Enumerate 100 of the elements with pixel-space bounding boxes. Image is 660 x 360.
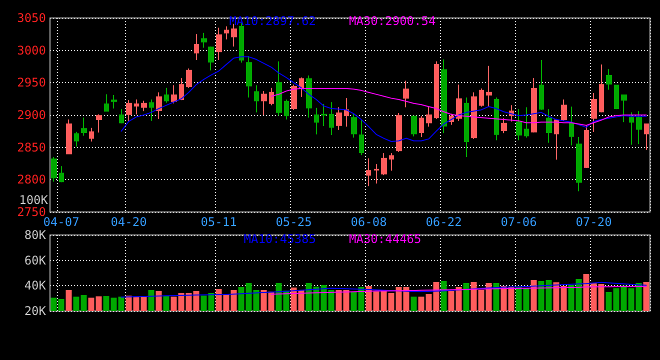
candlestick bbox=[456, 84, 462, 122]
candlestick bbox=[486, 65, 492, 108]
y-tick-label: 2950 bbox=[17, 76, 46, 90]
candlestick bbox=[134, 98, 139, 115]
candlestick bbox=[614, 84, 619, 110]
candlestick bbox=[359, 119, 364, 156]
candlestick bbox=[126, 100, 132, 122]
candlestick bbox=[201, 32, 207, 48]
candlestick bbox=[389, 152, 394, 172]
candlestick bbox=[306, 75, 312, 118]
candlestick bbox=[224, 26, 229, 40]
candlestick bbox=[269, 87, 274, 106]
candlestick bbox=[149, 98, 154, 122]
candlestick bbox=[96, 114, 102, 133]
candlestick bbox=[299, 76, 304, 98]
candlestick bbox=[276, 60, 282, 116]
candlestick bbox=[366, 158, 371, 187]
y-tick-label: 3000 bbox=[17, 43, 46, 58]
y-tick-label: 3050 bbox=[17, 11, 46, 25]
candlestick bbox=[539, 60, 544, 110]
y-tick-label: 80K bbox=[24, 228, 47, 242]
line-series bbox=[120, 56, 647, 142]
line-series bbox=[270, 286, 647, 295]
candlestick bbox=[59, 166, 64, 183]
candlestick bbox=[636, 110, 642, 145]
candlestick bbox=[291, 84, 297, 110]
candlestick bbox=[471, 92, 477, 140]
candlestick bbox=[419, 116, 424, 138]
candlestick bbox=[344, 98, 349, 128]
candlestick bbox=[119, 108, 124, 124]
text: MA10:2897.62 bbox=[229, 14, 316, 28]
candlestick bbox=[576, 136, 582, 192]
candlestick bbox=[208, 46, 214, 71]
candlestick bbox=[314, 107, 319, 135]
x-tick-label: 07-20 bbox=[576, 215, 612, 229]
candlestick bbox=[396, 112, 402, 152]
candlestick bbox=[179, 78, 184, 101]
y-tick-label: 2750 bbox=[17, 205, 46, 219]
x-tick-label: 05-25 bbox=[276, 215, 312, 229]
candlestick bbox=[246, 56, 252, 98]
candlestick bbox=[629, 112, 634, 146]
line-series bbox=[120, 282, 647, 298]
y-tick-label: 60K bbox=[24, 253, 47, 268]
candlestick bbox=[164, 87, 169, 104]
candlestick bbox=[561, 98, 567, 122]
candlestick bbox=[51, 156, 57, 182]
candlestick bbox=[156, 92, 162, 120]
candlestick bbox=[599, 64, 604, 113]
candlestick bbox=[621, 94, 627, 123]
candlestick bbox=[464, 97, 469, 158]
candlestick bbox=[403, 80, 409, 108]
candlestick bbox=[381, 152, 387, 176]
candlestick bbox=[186, 68, 192, 88]
x-tick-label: 06-22 bbox=[426, 215, 462, 229]
candlestick bbox=[194, 34, 199, 61]
candlestick bbox=[254, 84, 259, 113]
candlestick bbox=[284, 98, 289, 120]
candlestick bbox=[591, 92, 597, 132]
candlestick bbox=[569, 106, 574, 146]
candlestick bbox=[426, 105, 432, 128]
x-tick-label: 05-11 bbox=[200, 215, 237, 229]
text: MA10:45385 bbox=[244, 232, 316, 246]
candlestick bbox=[531, 78, 537, 133]
candlestick bbox=[374, 164, 379, 184]
candlestick bbox=[329, 102, 334, 136]
candlestick bbox=[66, 119, 72, 154]
candlestick bbox=[501, 118, 507, 134]
text: MA30:2900.54 bbox=[349, 14, 436, 28]
candlestick bbox=[104, 94, 109, 112]
y-tick-label: 2850 bbox=[17, 140, 46, 154]
candlestick bbox=[584, 124, 589, 169]
candlestick bbox=[74, 131, 79, 148]
candlestick bbox=[321, 104, 327, 126]
candlestick bbox=[524, 106, 529, 138]
text: MA30:44465 bbox=[349, 232, 422, 246]
candlestick bbox=[441, 58, 447, 134]
y-tick-label: 2800 bbox=[17, 172, 46, 187]
candlestick bbox=[411, 115, 417, 137]
candlestick bbox=[141, 100, 147, 112]
candlestick bbox=[81, 117, 87, 136]
candlestick bbox=[351, 113, 357, 138]
candlestick bbox=[516, 108, 522, 141]
candlestick bbox=[554, 118, 559, 160]
candlestick bbox=[434, 60, 439, 120]
candlestick bbox=[546, 108, 552, 144]
candlestick bbox=[644, 124, 649, 150]
y-tick-label: 20K bbox=[24, 304, 47, 318]
candlestick bbox=[336, 106, 342, 130]
candlestick bbox=[261, 90, 267, 116]
candlestick bbox=[89, 127, 94, 142]
candlestick bbox=[479, 88, 484, 108]
candlestick bbox=[171, 84, 177, 104]
candlestick bbox=[111, 94, 117, 110]
x-tick-label: 07-06 bbox=[500, 215, 537, 229]
y-tick-label: 2900 bbox=[17, 108, 46, 122]
candlestick bbox=[216, 27, 222, 61]
line-series bbox=[270, 88, 647, 126]
candlestick bbox=[606, 68, 612, 90]
x-tick-label: 04-20 bbox=[110, 215, 147, 229]
text: 100K bbox=[19, 193, 49, 207]
